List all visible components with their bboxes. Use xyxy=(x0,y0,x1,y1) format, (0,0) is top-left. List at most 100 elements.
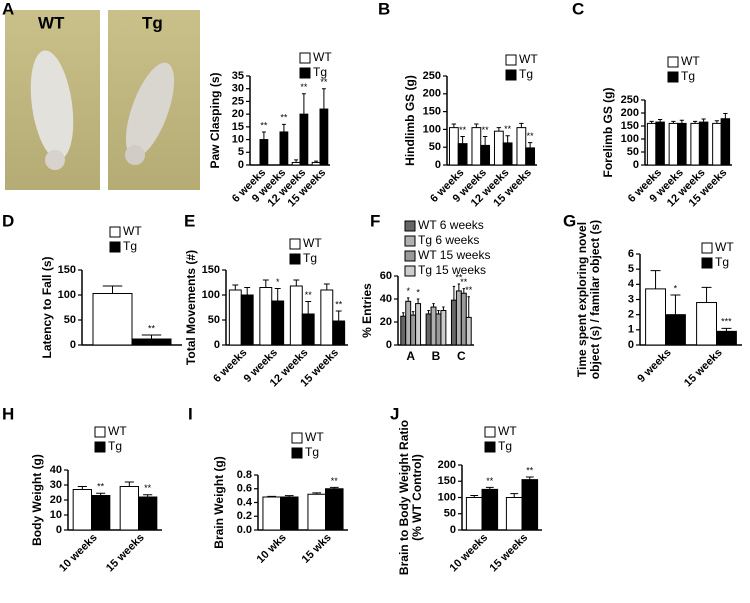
y-tick-label: 5 xyxy=(238,146,244,158)
y-tick-label: 5 xyxy=(628,263,634,275)
bar xyxy=(435,313,442,346)
error-bar xyxy=(649,120,654,124)
error-bar xyxy=(460,136,465,144)
y-axis-label: Body Weight (g) xyxy=(30,454,44,546)
bar xyxy=(440,310,447,346)
error-bar xyxy=(411,311,415,316)
significance: ** xyxy=(482,125,490,135)
significance: ** xyxy=(455,272,463,282)
y-tick-label: 6 xyxy=(628,248,634,260)
bar xyxy=(712,122,722,166)
bar xyxy=(521,479,539,531)
error-bar xyxy=(293,279,300,286)
error-bar xyxy=(416,298,420,304)
legend-swatch xyxy=(94,441,106,453)
error-bar xyxy=(244,287,251,295)
bar xyxy=(307,493,327,531)
bar xyxy=(405,300,412,346)
bar xyxy=(448,127,459,166)
bar xyxy=(720,118,731,166)
error-bar xyxy=(679,119,684,124)
error-bar xyxy=(527,142,533,148)
y-axis-label: (% WT Control) xyxy=(410,454,424,541)
error-bar xyxy=(485,486,494,490)
significance: ** xyxy=(459,125,467,135)
legend-label: WT xyxy=(519,52,538,66)
bar xyxy=(400,315,407,346)
significance: ** xyxy=(300,82,308,92)
y-tick-label: 0 xyxy=(435,159,441,171)
error-bar xyxy=(312,492,322,495)
error-bar xyxy=(427,310,430,314)
y-tick-label: 0 xyxy=(628,339,634,351)
error-bar xyxy=(294,159,299,163)
error-bar xyxy=(329,486,339,489)
error-bar xyxy=(723,113,728,119)
bar xyxy=(119,486,139,531)
bar xyxy=(716,330,737,346)
bar xyxy=(696,302,717,346)
panel-letter: F xyxy=(370,211,380,230)
y-tick-label: 150 xyxy=(438,475,456,487)
y-tick-label: 30 xyxy=(50,479,62,491)
bar xyxy=(319,108,329,166)
y-tick-label: 25 xyxy=(232,95,244,107)
legend-label: Tg xyxy=(303,251,317,265)
y-tick-label: 150 xyxy=(423,106,441,118)
error-bar xyxy=(721,327,732,332)
bar xyxy=(131,338,172,346)
bar xyxy=(502,142,513,166)
legend-swatch xyxy=(291,447,303,459)
significance: ** xyxy=(320,77,328,87)
y-axis-label: Brain to Body Weight Ratio xyxy=(397,420,411,575)
significance: ** xyxy=(335,299,343,309)
legend-label: WT xyxy=(715,240,734,254)
error-bar xyxy=(274,288,281,301)
legend-label: Tg xyxy=(498,439,512,453)
panel-letter: A xyxy=(2,0,14,18)
y-tick-label: 150 xyxy=(202,264,220,276)
significance: ** xyxy=(148,323,156,333)
legend-swatch xyxy=(109,226,121,238)
error-bar xyxy=(124,481,134,487)
y-axis-label: Paw Clasping (s) xyxy=(208,72,222,168)
y-tick-label: 0 xyxy=(633,159,639,171)
panel-letter: I xyxy=(188,404,193,423)
error-bar xyxy=(335,310,342,321)
error-bar xyxy=(284,495,294,497)
y-tick-label: 40 xyxy=(380,293,392,305)
error-bar xyxy=(77,486,87,490)
significance: ** xyxy=(280,113,288,123)
bar xyxy=(646,122,657,166)
photo-label: WT xyxy=(38,13,65,32)
legend-label: Tg xyxy=(313,65,327,79)
significance: ** xyxy=(504,124,512,134)
significance: ** xyxy=(465,285,473,295)
bar xyxy=(655,121,665,166)
bar xyxy=(279,131,289,166)
error-bar xyxy=(281,123,286,132)
bar xyxy=(425,313,432,346)
legend-label: Tg xyxy=(305,445,319,459)
error-bar xyxy=(650,270,661,289)
y-tick-label: 100 xyxy=(438,491,456,503)
significance: ** xyxy=(526,465,534,475)
bar xyxy=(480,144,491,166)
error-bar xyxy=(451,123,457,128)
legend-label: WT xyxy=(498,424,517,438)
legend-label: Tg xyxy=(123,239,137,253)
x-tick-label: B xyxy=(432,349,441,363)
error-bar xyxy=(232,284,239,290)
bar xyxy=(525,147,536,166)
error-bar xyxy=(432,303,435,308)
y-axis-label: Total Movements (#) xyxy=(184,250,198,365)
bar xyxy=(410,314,417,346)
error-bar xyxy=(261,131,266,140)
bar xyxy=(505,497,523,531)
legend-label: WT xyxy=(108,424,127,438)
x-tick-label: A xyxy=(406,349,415,363)
bar xyxy=(262,496,282,531)
bar xyxy=(668,122,679,166)
legend-swatch xyxy=(505,69,517,81)
